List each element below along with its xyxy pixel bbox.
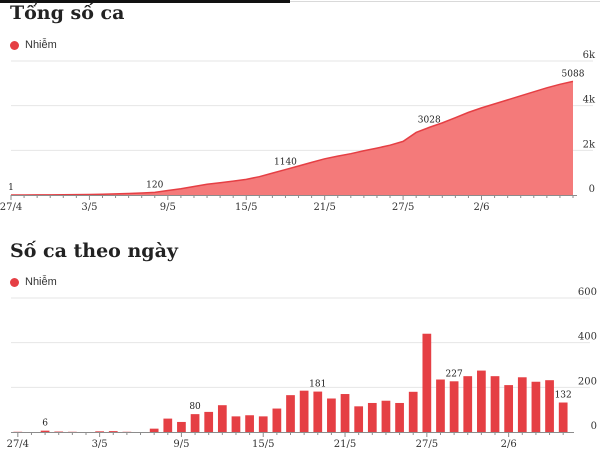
bar-infected bbox=[299, 390, 309, 432]
bar-infected bbox=[395, 402, 404, 432]
y-tick-label: 6k bbox=[583, 50, 596, 61]
bar-infected bbox=[40, 430, 50, 432]
bar-infected bbox=[245, 415, 254, 432]
area-fill-infected bbox=[11, 81, 573, 195]
x-tick-label: 2/6 bbox=[473, 202, 489, 213]
bar-infected bbox=[436, 379, 445, 432]
x-tick-label: 21/5 bbox=[313, 202, 335, 213]
data-label: 3028 bbox=[418, 115, 441, 125]
bar-infected bbox=[190, 414, 200, 432]
legend-label-daily: Nhiễm bbox=[25, 276, 57, 288]
legend-label-total: Nhiễm bbox=[25, 39, 57, 51]
bar-infected bbox=[108, 431, 118, 432]
data-label: 6 bbox=[42, 419, 48, 429]
data-label: 1 bbox=[8, 183, 14, 193]
y-tick-label: 0 bbox=[591, 421, 597, 432]
header-rule-dark bbox=[0, 0, 290, 3]
bar-infected bbox=[286, 395, 295, 432]
data-label: 1140 bbox=[274, 158, 297, 168]
chart-title-daily: Số ca theo ngày bbox=[10, 240, 178, 262]
x-tick-label: 3/5 bbox=[92, 439, 108, 450]
bar-infected bbox=[558, 402, 568, 432]
bar-infected bbox=[354, 406, 364, 432]
bar-infected bbox=[272, 408, 282, 432]
x-tick-label: 2/6 bbox=[501, 439, 517, 450]
legend-daily[interactable]: Nhiễm bbox=[10, 276, 57, 288]
x-tick-label: 27/5 bbox=[416, 439, 438, 450]
x-tick-label: 27/5 bbox=[392, 202, 414, 213]
bar-infected bbox=[327, 398, 336, 432]
legend-dot-icon bbox=[10, 277, 19, 287]
bar-infected bbox=[149, 428, 159, 432]
bar-infected bbox=[367, 402, 377, 432]
x-tick-label: 27/4 bbox=[7, 439, 29, 450]
bar-infected bbox=[531, 381, 541, 432]
bar-infected bbox=[258, 416, 268, 432]
x-tick-label: 3/5 bbox=[81, 202, 97, 213]
bar-infected bbox=[463, 376, 473, 432]
bar-infected bbox=[449, 381, 459, 432]
y-tick-label: 0 bbox=[589, 184, 595, 195]
legend-total[interactable]: Nhiễm bbox=[10, 39, 57, 51]
bar-infected bbox=[477, 370, 486, 432]
data-label: 120 bbox=[146, 180, 163, 190]
series-line-infected bbox=[10, 80, 574, 196]
bar-infected bbox=[204, 411, 214, 432]
bar-infected bbox=[163, 418, 173, 432]
bar-infected bbox=[545, 380, 554, 432]
x-tick-label: 21/5 bbox=[334, 439, 356, 450]
bar-infected bbox=[340, 394, 350, 432]
x-tick-label: 15/5 bbox=[235, 202, 257, 213]
bar-infected bbox=[517, 377, 527, 432]
x-tick-label: 9/5 bbox=[160, 202, 176, 213]
legend-dot-icon bbox=[10, 40, 19, 50]
bar-infected bbox=[490, 376, 500, 432]
bar-infected bbox=[422, 333, 432, 432]
total-cases-chart: 0 2k 4k 6k 27/4 3/5 9/5 15/5 21/5 27/5 2/6 1 120 1140… bbox=[0, 50, 596, 213]
data-label: 80 bbox=[189, 402, 201, 412]
chart-title-total: Tổng số ca bbox=[10, 2, 125, 24]
y-tick-label: 4k bbox=[583, 95, 596, 106]
y-tick-label: 600 bbox=[578, 287, 597, 298]
bar-infected bbox=[381, 400, 391, 432]
x-tick-label: 15/5 bbox=[252, 439, 274, 450]
y-tick-label: 2k bbox=[583, 139, 596, 150]
data-label: 227 bbox=[446, 369, 463, 379]
bar-infected bbox=[313, 391, 323, 432]
header-rule-light bbox=[290, 1, 600, 2]
bar-infected bbox=[504, 385, 514, 432]
y-tick-label: 200 bbox=[578, 376, 597, 387]
data-label: 181 bbox=[309, 380, 326, 390]
x-tick-label: 27/4 bbox=[0, 202, 22, 213]
bar-infected bbox=[231, 416, 241, 432]
bar-infected bbox=[408, 391, 418, 432]
bar-infected bbox=[177, 421, 186, 432]
bar-infected bbox=[217, 405, 227, 432]
x-tick-label: 9/5 bbox=[173, 439, 189, 450]
data-label: 5088 bbox=[562, 69, 585, 79]
y-tick-label: 400 bbox=[578, 332, 597, 343]
data-label: 132 bbox=[555, 391, 572, 401]
header-rule bbox=[0, 0, 600, 3]
bar-infected bbox=[95, 431, 104, 432]
